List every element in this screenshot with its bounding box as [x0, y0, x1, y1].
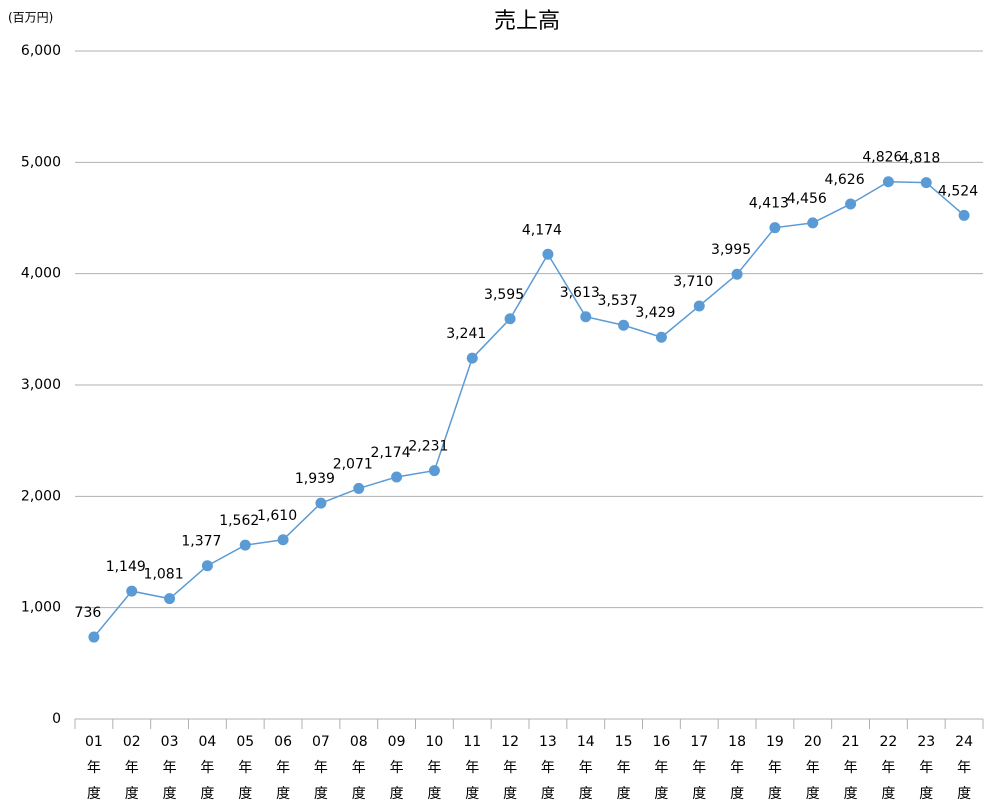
data-label: 3,429 — [635, 305, 675, 321]
data-point — [807, 217, 819, 229]
x-tick-label: 05年度 — [236, 734, 255, 802]
data-point — [655, 331, 667, 343]
x-tick-label: 18年度 — [728, 734, 746, 802]
x-tick-label: 06年度 — [274, 734, 292, 802]
data-label: 4,524 — [938, 183, 978, 199]
y-tick-label: 4,000 — [21, 266, 61, 282]
data-label: 4,826 — [862, 150, 902, 166]
data-label: 3,241 — [446, 326, 486, 342]
data-label: 1,939 — [295, 471, 335, 487]
x-tick-label: 16年度 — [652, 734, 671, 802]
x-tick-label: 24年度 — [955, 734, 973, 802]
data-point — [88, 631, 100, 643]
x-tick-label: 10年度 — [425, 734, 444, 802]
data-label: 3,710 — [673, 274, 713, 290]
data-label: 4,413 — [749, 196, 789, 212]
x-tick-label: 08年度 — [349, 734, 368, 802]
x-tick-label: 14年度 — [576, 734, 595, 802]
data-point — [580, 311, 592, 323]
data-label: 4,174 — [522, 222, 562, 238]
data-label: 1,610 — [257, 508, 297, 524]
data-point — [504, 313, 516, 325]
x-tick-label: 13年度 — [538, 734, 557, 802]
data-label: 2,174 — [371, 445, 411, 461]
data-point — [126, 585, 138, 597]
x-tick-label: 22年度 — [879, 734, 898, 802]
data-point — [466, 352, 478, 364]
x-tick-label: 03年度 — [160, 734, 179, 802]
x-tick-label: 17年度 — [690, 734, 709, 802]
series-line — [93, 180, 965, 638]
data-point — [164, 593, 176, 605]
chart-title: 売上高 — [494, 9, 560, 34]
data-label: 2,071 — [333, 456, 373, 472]
data-point — [353, 482, 365, 494]
y-tick-label: 6,000 — [21, 43, 61, 59]
data-label: 4,626 — [825, 172, 865, 188]
x-tick-label: 01年度 — [84, 734, 103, 802]
data-point — [542, 248, 554, 260]
x-tick-label: 20年度 — [803, 734, 822, 802]
data-label: 1,149 — [106, 559, 146, 575]
data-point — [920, 177, 932, 189]
unit-label: (百万円) — [8, 11, 53, 25]
x-tick-label: 11年度 — [463, 734, 482, 802]
data-point — [731, 268, 743, 280]
data-point — [693, 300, 705, 312]
data-point — [239, 539, 251, 551]
x-tick-label: 21年度 — [841, 734, 860, 802]
data-label: 3,995 — [711, 242, 751, 258]
x-tick-label: 23年度 — [917, 734, 936, 802]
y-tick-label: 3,000 — [21, 377, 61, 393]
x-tick-label: 19年度 — [765, 734, 784, 802]
data-label: 3,595 — [484, 287, 524, 303]
data-label: 3,537 — [598, 293, 638, 309]
data-point — [428, 465, 440, 477]
x-tick-label: 09年度 — [387, 734, 406, 802]
data-point — [315, 497, 327, 509]
x-tick-label: 07年度 — [311, 734, 330, 802]
x-tick-label: 12年度 — [501, 734, 519, 802]
data-point — [201, 560, 213, 572]
data-point — [769, 222, 781, 234]
y-tick-label: 0 — [52, 711, 61, 727]
data-label: 2,231 — [408, 439, 448, 455]
y-tick-label: 2,000 — [21, 488, 61, 504]
data-label: 736 — [75, 605, 102, 621]
data-label: 4,818 — [900, 151, 940, 167]
data-label: 1,081 — [144, 567, 184, 583]
y-tick-label: 5,000 — [21, 154, 61, 170]
x-tick-label: 02年度 — [122, 734, 141, 802]
data-point — [618, 319, 630, 331]
data-label: 3,613 — [560, 285, 600, 301]
x-tick-label: 04年度 — [198, 734, 217, 802]
data-point — [391, 471, 403, 483]
data-point — [882, 176, 894, 188]
data-label: 1,562 — [219, 513, 259, 529]
x-tick-label: 15年度 — [614, 734, 633, 802]
data-label: 1,377 — [181, 534, 221, 550]
data-point — [958, 209, 970, 221]
data-point — [845, 198, 857, 210]
data-label: 4,456 — [787, 191, 827, 207]
data-point — [277, 534, 289, 546]
y-tick-label: 1,000 — [21, 600, 61, 616]
